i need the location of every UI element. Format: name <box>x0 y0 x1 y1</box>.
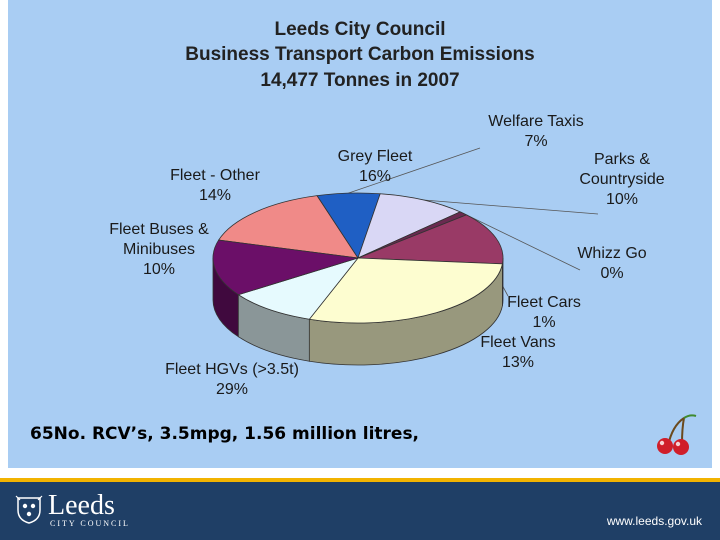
pie-slice-fleet-vans <box>357 214 504 265</box>
pie-slice-grey-fleet <box>217 195 359 259</box>
slice-label-fleet-other: Fleet - Other 14% <box>170 167 260 204</box>
slice-label-whizz-go: Whizz Go 0% <box>577 245 647 282</box>
chart-title: Leeds City Council <box>274 19 446 40</box>
pie-slice-parks-countryside <box>357 193 462 259</box>
leader-line-welfare-taxis <box>348 147 481 194</box>
caption: 65No. RCV’s, 3.5mpg, 1.56 million litres… <box>30 424 420 444</box>
chart-subtitle-2: 14,477 Tonnes in 2007 <box>260 70 460 91</box>
pie-slice-fleet-hgvs-3-5t- <box>308 257 503 324</box>
cherries-icon <box>657 414 697 455</box>
city-crest-icon <box>15 495 43 524</box>
slice-label-fleet-vans: Fleet Vans 13% <box>480 334 556 371</box>
logo-text[interactable]: Leeds <box>48 490 115 521</box>
slice-label-fleet-cars: Fleet Cars 1% <box>507 294 581 331</box>
pie-slice-fleet-buses-minibuses <box>237 257 360 320</box>
footer-bar <box>0 482 720 540</box>
slice-label-parks: Parks & Countryside 10% <box>579 151 665 208</box>
chart-subtitle-1: Business Transport Carbon Emissions <box>185 44 535 65</box>
website-link[interactable]: www.leeds.gov.uk <box>606 514 702 528</box>
slice-label-welfare-taxis: Welfare Taxis 7% <box>488 113 584 150</box>
pie-slice-fleet-other <box>212 239 359 296</box>
pie-chart <box>212 147 599 366</box>
slice-label-grey-fleet: Grey Fleet 16% <box>337 148 413 185</box>
leader-line-parks-countryside <box>423 199 599 215</box>
slice-label-fleet-buses: Fleet Buses & Minibuses 10% <box>109 221 209 278</box>
logo-subtitle: CITY COUNCIL <box>50 519 130 528</box>
leader-line-whizz-go <box>460 211 581 271</box>
slice-label-fleet-hgvs: Fleet HGVs (>3.5t) 29% <box>165 361 299 398</box>
footer-accent-line <box>0 478 720 482</box>
